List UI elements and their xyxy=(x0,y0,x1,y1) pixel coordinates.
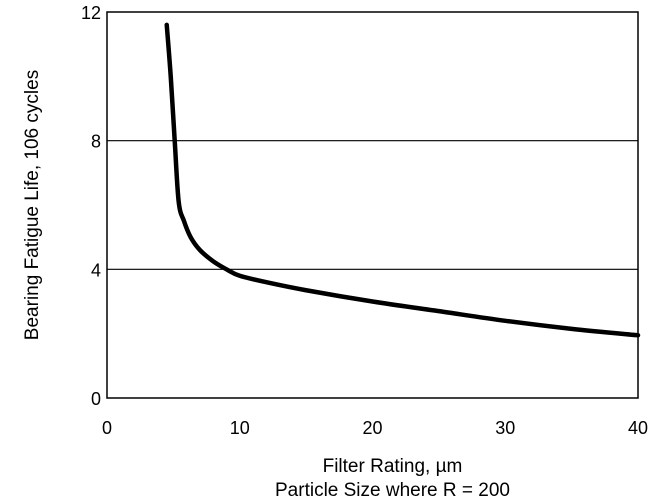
y-axis-ticks: 0 4 8 12 xyxy=(81,3,101,409)
y-tick-label: 0 xyxy=(91,389,101,409)
x-tick-label: 30 xyxy=(495,418,515,438)
series-line xyxy=(164,22,641,338)
x-tick-label: 10 xyxy=(230,418,250,438)
y-tick-label: 8 xyxy=(91,132,101,152)
x-tick-label: 0 xyxy=(102,418,112,438)
plot-frame xyxy=(106,11,639,399)
x-axis-ticks: 0 10 20 30 40 xyxy=(102,418,648,438)
y-tick-label: 12 xyxy=(81,3,101,23)
x-axis-label-line2: Particle Size where R = 200 xyxy=(275,480,510,501)
y-axis-label: Bearing Fatigue Life, 106 cycles xyxy=(22,70,43,340)
grid-lines xyxy=(107,140,638,270)
x-tick-label: 40 xyxy=(628,418,648,438)
y-tick-label: 4 xyxy=(91,260,101,280)
x-axis-label: Filter Rating, µm xyxy=(323,456,463,477)
x-tick-label: 20 xyxy=(362,418,382,438)
